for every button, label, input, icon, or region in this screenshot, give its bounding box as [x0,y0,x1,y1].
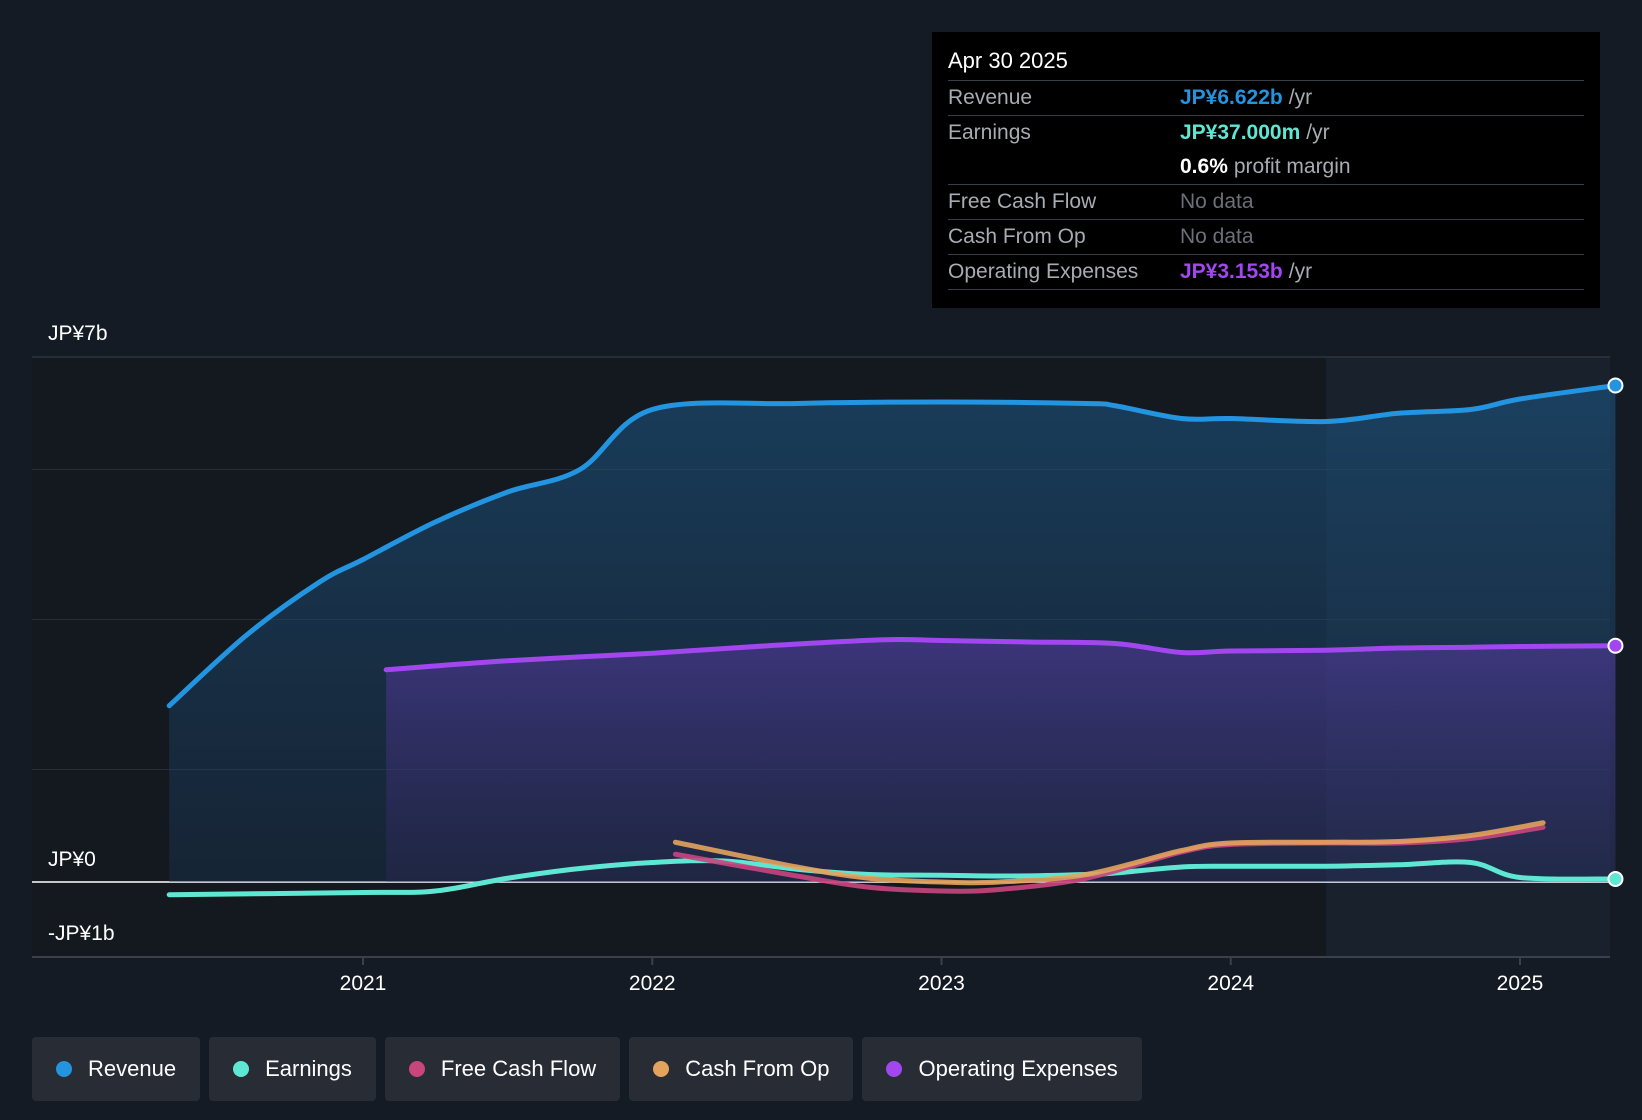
tooltip-label: Earnings [948,121,1031,144]
tooltip-row-cash-from-op: Cash From Op No data [948,220,1584,255]
legend-item-earnings[interactable]: Earnings [209,1037,376,1101]
tooltip-label: Revenue [948,86,1033,109]
x-tick-label: 2023 [918,972,965,995]
dot-layer [169,377,1624,895]
x-tick-label: 2024 [1207,972,1254,995]
tooltip-value: 0.6% [1180,155,1228,178]
tooltip-row-operating-expenses: Operating Expenses JP¥3.153b /yr [948,255,1584,290]
tooltip-value: JP¥37.000m [1180,121,1301,144]
legend-dot-icon [653,1061,670,1077]
tooltip-unit: /yr [1288,260,1313,283]
legend-label: Earnings [265,1056,352,1081]
tooltip-label: Operating Expenses [948,260,1139,283]
legend-dot-icon [886,1061,903,1077]
end-marker-earnings [1607,871,1624,887]
tooltip-nodata: No data [1180,190,1254,213]
end-marker-revenue [1607,377,1624,394]
tooltip-row-free-cash-flow: Free Cash Flow No data [948,185,1584,220]
tooltip-label: Cash From Op [948,225,1086,248]
legend-label: Revenue [88,1056,177,1081]
tooltip-panel: Apr 30 2025 Revenue JP¥6.622b /yr Earnin… [932,32,1600,308]
tooltip-row-profit-margin: 0.6% profit margin [948,150,1584,185]
legend-label: Free Cash Flow [440,1056,597,1081]
legend: Revenue Earnings Free Cash Flow Cash Fro… [32,1037,1142,1101]
y-tick-label-top: JP¥7b [48,322,108,345]
legend-dot-icon [56,1061,72,1077]
y-tick-label-bottom: -JP¥1b [48,922,115,945]
tooltip-nodata: No data [1180,225,1254,248]
tooltip-value: JP¥6.622b [1180,86,1283,109]
series-line-cash-from-op [672,820,1546,886]
legend-label: Operating Expenses [918,1056,1118,1081]
legend-dot-icon [233,1061,250,1077]
series-line-operating-expenses [383,636,1618,673]
x-tick-label: 2022 [629,972,676,995]
legend-label: Cash From Op [685,1056,830,1081]
series-area-operating-expenses [386,639,1616,882]
legend-item-cash-from-op[interactable]: Cash From Op [629,1037,854,1101]
area-layer [169,385,1616,882]
tooltip-row-earnings: Earnings JP¥37.000m /yr [948,116,1584,150]
tooltip-date: Apr 30 2025 [948,46,1584,81]
tooltip-label: Free Cash Flow [948,190,1097,213]
tooltip-unit: /yr [1288,86,1313,109]
legend-dot-icon [408,1061,425,1077]
series-line-earnings [166,858,1618,898]
axis-layer: JP¥7b JP¥0 -JP¥1b 2021 2022 2023 2024 2025 [48,322,1543,995]
x-tick-label: 2021 [340,972,387,995]
legend-item-operating-expenses[interactable]: Operating Expenses [862,1037,1142,1101]
tooltip-row-revenue: Revenue JP¥6.622b /yr [948,81,1584,116]
tooltip-value: JP¥3.153b [1180,260,1283,283]
legend-item-revenue[interactable]: Revenue [32,1037,201,1101]
tooltip-unit: profit margin [1233,155,1351,178]
x-tick-label: 2025 [1497,972,1544,995]
legend-item-free-cash-flow[interactable]: Free Cash Flow [384,1037,621,1101]
y-tick-label-zero: JP¥0 [48,848,96,871]
tooltip-unit: /yr [1306,121,1330,144]
end-marker-operating-expenses [1607,637,1624,654]
